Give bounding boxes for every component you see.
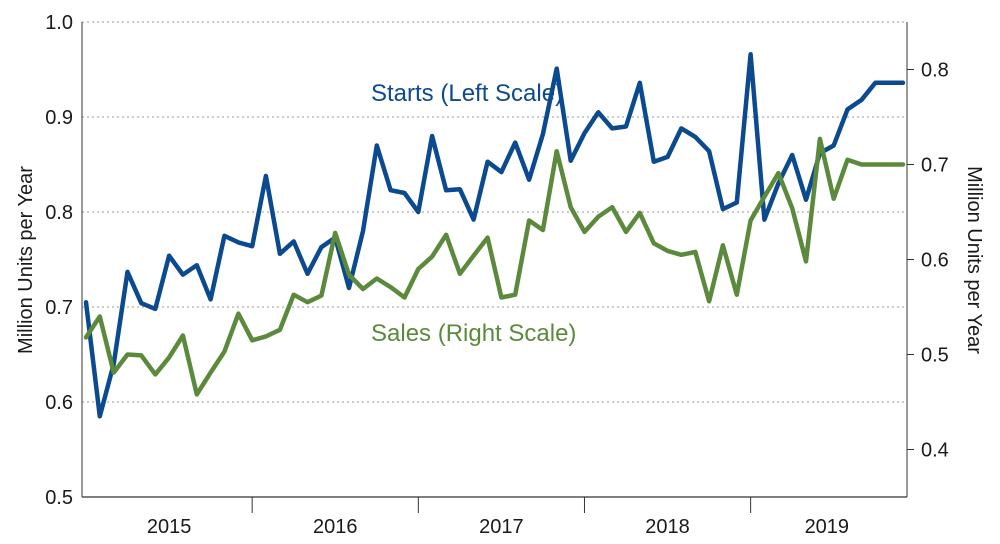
right-tick-label: 0.4 [921, 440, 949, 462]
x-tick-label: 2019 [805, 516, 850, 538]
left-tick-label: 0.6 [45, 392, 73, 414]
starts-series-line [83, 52, 906, 419]
left-axis-ticks: 0.5 0.6 0.7 0.8 0.9 1.0 [45, 12, 73, 509]
right-axis-title: Million Units per Year [963, 166, 985, 354]
right-tick-label: 0.8 [921, 60, 949, 82]
sales-series-label: Sales (Right Scale) [371, 320, 576, 347]
right-tick-label: 0.6 [921, 250, 949, 272]
left-axis-title: Million Units per Year [15, 166, 37, 354]
left-tick-label: 0.5 [45, 487, 73, 509]
sales-series-line [83, 136, 906, 397]
series-lines [83, 52, 906, 419]
left-tick-label: 0.9 [45, 107, 73, 129]
x-tick-label: 2017 [479, 516, 524, 538]
x-tick-label: 2015 [147, 516, 192, 538]
x-tick-label: 2016 [313, 516, 358, 538]
right-axis-ticks: 0.4 0.5 0.6 0.7 0.8 [907, 60, 949, 462]
left-tick-label: 0.7 [45, 297, 73, 319]
x-axis-ticks: 2015 2016 2017 2018 2019 [147, 497, 849, 538]
left-tick-label: 0.8 [45, 202, 73, 224]
x-tick-label: 2018 [645, 516, 690, 538]
left-tick-label: 1.0 [45, 12, 73, 34]
right-tick-label: 0.5 [921, 345, 949, 367]
right-tick-label: 0.7 [921, 155, 949, 177]
starts-series-label: Starts (Left Scale) [371, 80, 563, 107]
